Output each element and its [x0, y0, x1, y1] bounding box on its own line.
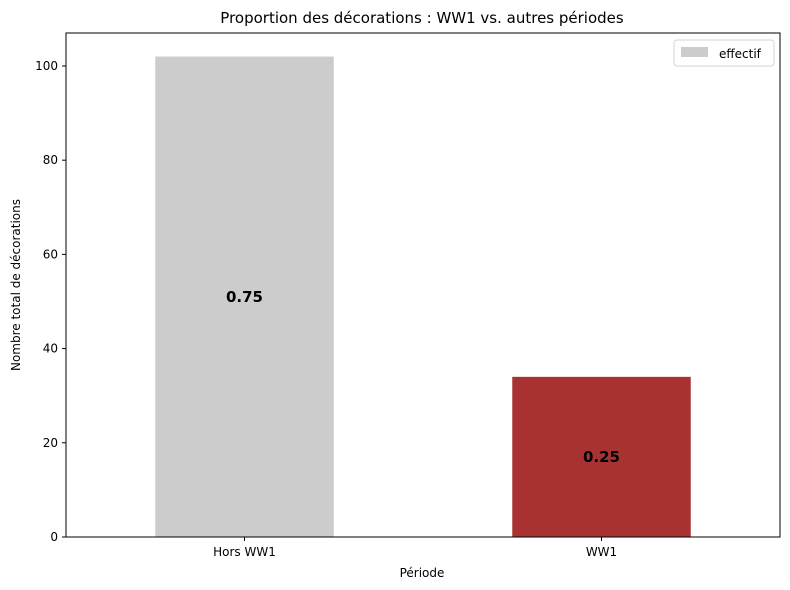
legend: effectif: [673, 39, 775, 67]
bar-hors-ww1: [155, 56, 334, 538]
data-label-ww1: 0.25: [583, 448, 620, 466]
bars-group: [155, 56, 691, 538]
plot-area: [65, 32, 781, 538]
bar-ww1: [512, 376, 691, 537]
y-tick-label-0: 0: [50, 530, 58, 544]
y-axis-label: Nombre total de décorations: [9, 199, 23, 371]
y-tick-label-100: 100: [35, 59, 58, 73]
data-label-hors-ww1: 0.75: [226, 288, 263, 306]
y-tick-label-80: 80: [43, 153, 58, 167]
x-tick-label-hors-ww1: Hors WW1: [213, 545, 276, 559]
y-axis: 0 20 40 60 80 100: [35, 59, 66, 544]
legend-label-effectif: effectif: [719, 47, 762, 61]
y-tick-label-60: 60: [43, 247, 58, 261]
data-labels-group: 0.75 0.25: [226, 288, 620, 466]
x-tick-label-ww1: WW1: [586, 545, 617, 559]
legend-swatch-effectif: [681, 47, 708, 57]
y-tick-label-20: 20: [43, 436, 58, 450]
y-tick-label-40: 40: [43, 342, 58, 356]
chart-title: Proportion des décorations : WW1 vs. aut…: [220, 9, 624, 27]
x-axis: Hors WW1 WW1: [213, 537, 617, 559]
legend-frame: [673, 39, 775, 67]
x-axis-label: Période: [400, 566, 445, 580]
